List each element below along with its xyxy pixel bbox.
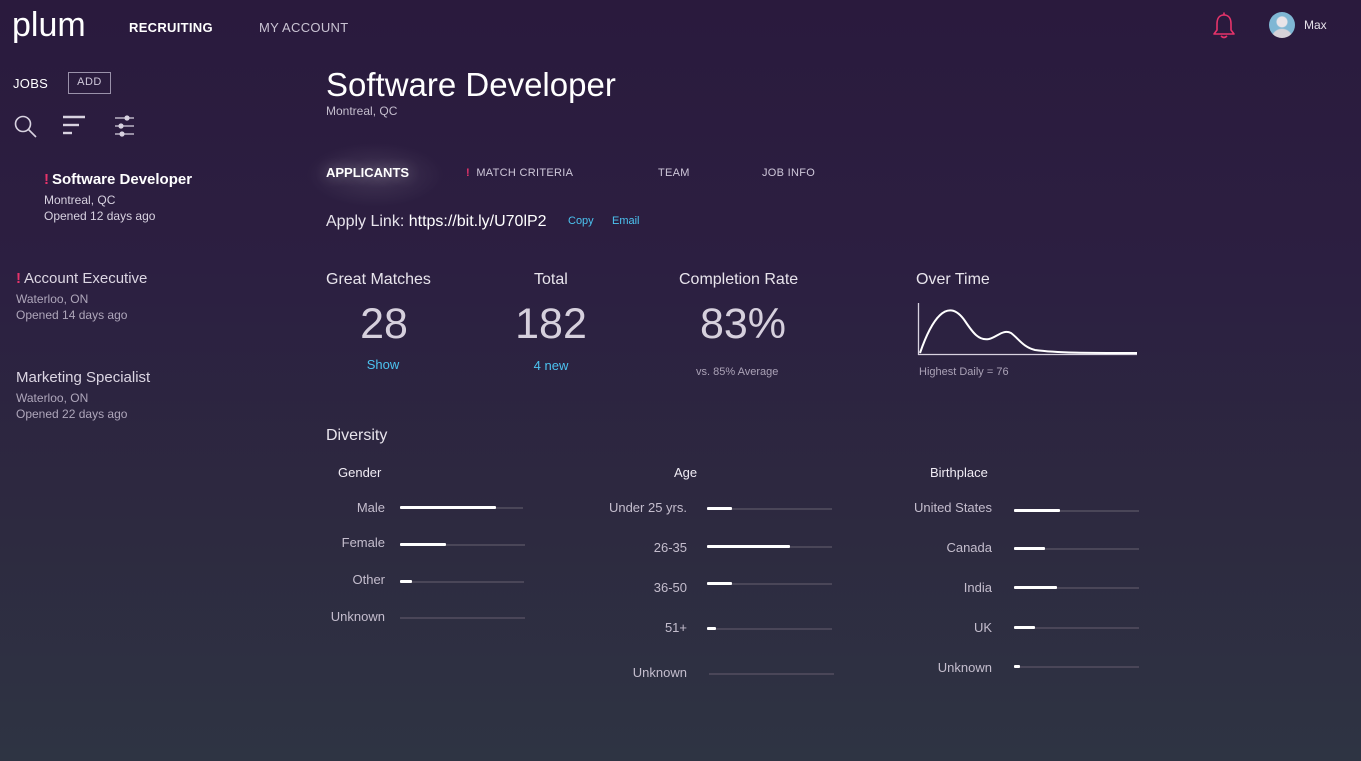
great-matches-title: Great Matches: [326, 271, 431, 288]
birthplace-title: Birthplace: [930, 465, 988, 480]
gender-bar-male: [400, 506, 523, 509]
job-list-item-account-executive[interactable]: ! Account Executive Waterloo, ON Opened 1…: [16, 270, 147, 322]
gender-label-other: Other: [352, 572, 385, 587]
completion-rate-note: vs. 85% Average: [696, 366, 779, 378]
copy-link-button[interactable]: Copy: [568, 215, 594, 227]
bar-fill: [707, 507, 732, 510]
active-tab-glow: [300, 140, 450, 210]
age-label-51-plus: 51+: [664, 620, 687, 635]
job-opened: Opened 14 days ago: [16, 308, 128, 322]
gender-bar-other: [400, 580, 524, 583]
birthplace-label-us: United States: [913, 500, 992, 515]
avatar[interactable]: [1269, 12, 1295, 38]
age-bar-unknown: [709, 673, 834, 675]
total-value: 182: [515, 300, 587, 348]
over-time-sparkline: [917, 301, 1139, 357]
jobs-heading: JOBS: [13, 76, 49, 91]
job-opened: Opened 12 days ago: [44, 209, 156, 223]
alert-icon: !: [16, 270, 21, 287]
age-bar-36-50: [707, 582, 832, 585]
alert-icon: !: [44, 171, 49, 188]
apply-link-row: Apply Link: https://bit.ly/U70lP2: [326, 213, 547, 231]
bar-fill: [1014, 665, 1021, 668]
gender-bar-female: [400, 543, 525, 546]
great-matches-value: 28: [360, 300, 408, 348]
over-time-title: Over Time: [916, 271, 990, 288]
age-title: Age: [674, 465, 698, 480]
completion-rate-value: 83%: [699, 300, 787, 348]
age-label-under-25: Under 25 yrs.: [608, 500, 687, 515]
job-location: Montreal, QC: [44, 193, 116, 207]
sort-icon[interactable]: [62, 114, 88, 140]
diversity-title: Diversity: [326, 427, 388, 444]
new-applicants-link[interactable]: 4 new: [533, 358, 569, 373]
page-subtitle-location: Montreal, QC: [326, 104, 398, 118]
age-bar-51-plus: [707, 627, 832, 630]
birthplace-bar-unknown: [1014, 665, 1139, 668]
total-title: Total: [534, 271, 568, 288]
bar-fill: [707, 582, 732, 585]
job-opened: Opened 22 days ago: [16, 407, 128, 421]
tab-label: MATCH CRITERIA: [476, 167, 574, 179]
birthplace-bar-us: [1014, 509, 1139, 512]
plum-logo[interactable]: plum: [12, 6, 86, 44]
bar-fill: [400, 506, 496, 509]
over-time-note: Highest Daily = 76: [919, 366, 1009, 378]
gender-label-male: Male: [356, 500, 385, 515]
birthplace-bar-canada: [1014, 547, 1139, 550]
tab-team[interactable]: TEAM: [658, 167, 690, 179]
job-location: Waterloo, ON: [16, 292, 89, 306]
job-title: Account Executive: [24, 270, 148, 287]
job-list-item-marketing-specialist[interactable]: Marketing Specialist Waterloo, ON Opened…: [16, 369, 150, 421]
job-location: Waterloo, ON: [16, 391, 89, 405]
gender-label-unknown: Unknown: [330, 609, 385, 624]
birthplace-bar-india: [1014, 586, 1139, 589]
age-label-26-35: 26-35: [653, 540, 687, 555]
job-title: Marketing Specialist: [16, 369, 151, 386]
nav-recruiting[interactable]: RECRUITING: [129, 20, 213, 35]
gender-label-female: Female: [341, 535, 385, 550]
gender-bar-unknown: [400, 617, 525, 619]
filter-sliders-icon[interactable]: [113, 114, 139, 140]
job-title: Software Developer: [52, 171, 193, 188]
birthplace-label-uk: UK: [973, 620, 992, 635]
job-list-item-software-developer[interactable]: ! Software Developer Montreal, QC Opened …: [44, 171, 192, 223]
show-matches-link[interactable]: Show: [366, 357, 400, 372]
bar-fill: [400, 543, 447, 546]
age-label-unknown: Unknown: [632, 665, 687, 680]
email-link-button[interactable]: Email: [612, 215, 640, 227]
alert-icon: !: [466, 167, 470, 179]
bar-fill: [1014, 547, 1046, 550]
bar-fill: [707, 627, 716, 630]
tab-job-info[interactable]: JOB INFO: [762, 167, 816, 179]
add-job-button[interactable]: ADD: [68, 72, 111, 94]
bar-fill: [400, 580, 413, 583]
page-title: Software Developer: [326, 66, 616, 103]
birthplace-bar-uk: [1014, 626, 1139, 629]
bar-fill: [1014, 626, 1036, 629]
age-label-36-50: 36-50: [653, 580, 687, 595]
birthplace-label-unknown: Unknown: [937, 660, 992, 675]
bar-fill: [1014, 586, 1057, 589]
tab-match-criteria[interactable]: ! MATCH CRITERIA: [466, 167, 573, 179]
search-icon[interactable]: [13, 114, 39, 140]
apply-link-url[interactable]: https://bit.ly/U70lP2: [408, 213, 547, 230]
birthplace-label-india: India: [963, 580, 992, 595]
age-bar-26-35: [707, 545, 832, 548]
bar-fill: [707, 545, 790, 548]
tab-applicants[interactable]: APPLICANTS: [326, 165, 410, 180]
notification-bell-icon[interactable]: [1212, 12, 1236, 40]
nav-my-account[interactable]: MY ACCOUNT: [259, 20, 349, 35]
gender-title: Gender: [338, 465, 382, 480]
age-bar-under-25: [707, 507, 832, 510]
birthplace-label-canada: Canada: [946, 540, 992, 555]
bar-fill: [1014, 509, 1061, 512]
apply-link-label: Apply Link:: [326, 213, 405, 230]
user-name[interactable]: Max: [1304, 18, 1327, 32]
completion-rate-title: Completion Rate: [679, 271, 799, 288]
